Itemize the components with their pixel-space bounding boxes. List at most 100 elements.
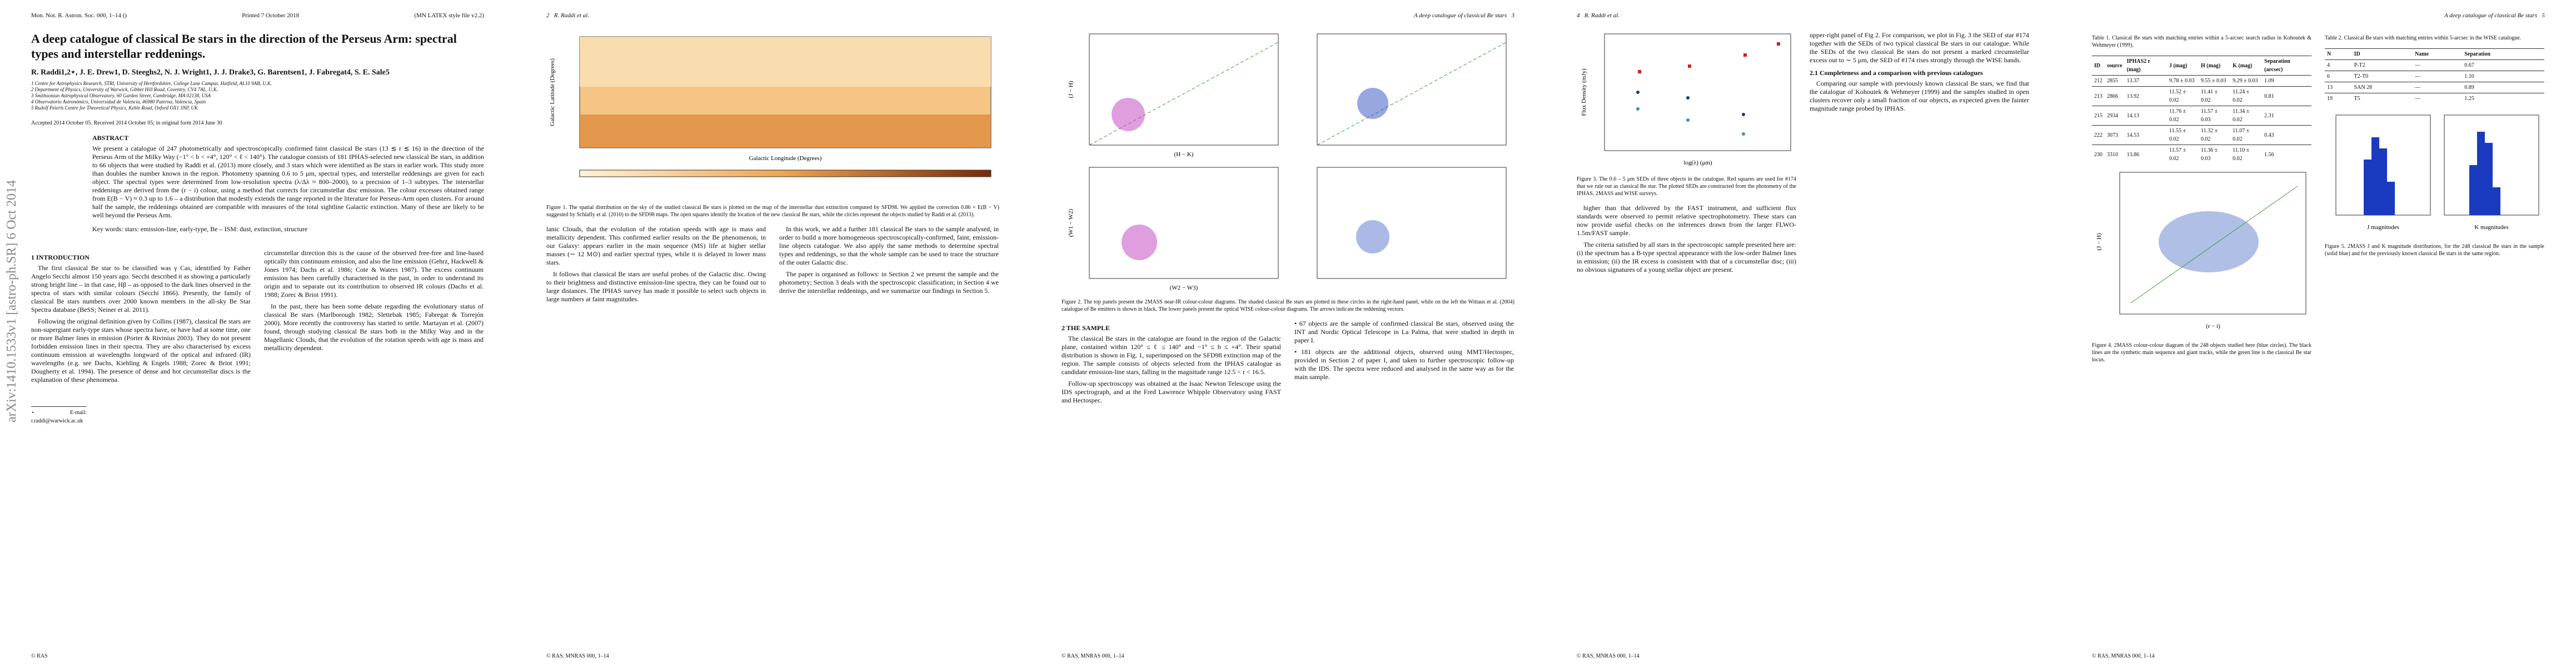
table-cell: 1.25 xyxy=(2462,93,2544,104)
table-row: 213 2866 13.92 11.52 ± 0.02 11.41 ± 0.02 11.2… xyxy=(2092,86,2311,106)
paragraph: • 67 objects are the sample of confirmed… xyxy=(1294,320,1514,344)
table-cell: 1.09 xyxy=(2262,75,2311,87)
style: (MN LATEX style file v2.2) xyxy=(414,12,484,19)
header: 2 R. Raddi et al. xyxy=(546,12,999,19)
page-number: 4 xyxy=(1577,12,1580,19)
table-cell: 13.37 xyxy=(2124,75,2167,87)
paragraph: Comparing our sample with previously kno… xyxy=(1810,79,2029,112)
table-cell: 14.13 xyxy=(2124,106,2167,126)
header-row: ID source IPHAS2 r (mag) J (mag) H (mag) K (m… xyxy=(2092,56,2311,76)
paragraph: The classical Be stars in the catalogue … xyxy=(1062,335,1281,376)
page: A deep catalogue of classical Be stars 5… xyxy=(2061,0,2576,667)
table-cell: 11.41 ± 0.02 xyxy=(2199,86,2231,106)
table-cell: 19 xyxy=(2325,93,2352,104)
table-cell: P-T2 xyxy=(2351,59,2413,71)
x-axis-label: log(λ) (μm) xyxy=(1683,160,1712,166)
table-cell: 11.55 ± 0.02 xyxy=(2166,125,2199,145)
column: upper-right panel of Fig 2. For comparis… xyxy=(1810,31,2029,277)
footnote: ⋆ E-mail: r.raddi@warwick.ac.uk xyxy=(31,406,87,425)
table-cell: 1.56 xyxy=(2262,145,2311,164)
journal: Mon. Not. R. Astron. Soc. 000, 1–14 () xyxy=(31,12,127,19)
header: 4 R. Raddi et al. xyxy=(1577,12,2030,19)
table-cell: 0.43 xyxy=(2262,125,2311,145)
table-cell: 213 xyxy=(2092,86,2105,106)
column-header: Name xyxy=(2413,48,2463,60)
page-number: 2 xyxy=(546,12,550,19)
table-cell: 11.57 ± 0.03 xyxy=(2199,106,2231,126)
printed: Printed 7 October 2018 xyxy=(242,12,300,19)
columns: lanic Clouds, that the evolution of the … xyxy=(546,225,999,307)
page: 2 R. Raddi et al. Galactic Latitude (Deg… xyxy=(515,0,1030,667)
table-cell: 3073 xyxy=(2105,125,2125,145)
figure-sed: Flux Density (mJy) log(λ) (μm) xyxy=(1581,33,1791,166)
histogram xyxy=(2335,115,2431,216)
affiliation: 5 Rudolf Peierls Centre for Theoretical … xyxy=(31,105,198,111)
table-cell: 1.10 xyxy=(2462,71,2544,82)
column-header: K (mag) xyxy=(2230,56,2263,76)
table-cell: 222 xyxy=(2092,125,2105,145)
x-axis-label: (r − i) xyxy=(2206,323,2220,330)
table-row: 212 2855 13.37 9.78 ± 0.03 9.55 ± 0.03 9.29 ±… xyxy=(2092,75,2311,87)
table-cell: 11.76 ± 0.02 xyxy=(2166,106,2199,126)
column-header: source xyxy=(2105,56,2125,76)
table-cell: 11.57 ± 0.02 xyxy=(2166,145,2199,164)
column: lanic Clouds, that the evolution of the … xyxy=(546,225,766,307)
table-row: 222 3073 14.53 11.55 ± 0.02 11.32 ± 0.02 11.0… xyxy=(2092,125,2311,145)
table-cell: 11.10 ± 0.02 xyxy=(2230,145,2263,164)
figure-colour-colour: (J − H) (r − i) xyxy=(2096,172,2306,330)
column: Table 2. Classical Be stars with matchin… xyxy=(2325,31,2544,370)
table-cell: 2866 xyxy=(2105,86,2125,106)
table-cell: — xyxy=(2413,59,2463,71)
header-right: A deep catalogue of classical Be stars 3 xyxy=(1414,12,1514,19)
figure-histograms: J magnitudes K magnitudes xyxy=(2335,115,2539,231)
paragraph: It follows that classical Be stars are u… xyxy=(546,270,766,303)
panel xyxy=(1317,33,1507,146)
header: A deep catalogue of classical Be stars 5 xyxy=(2092,12,2545,19)
columns: Flux Density (mJy) log(λ) (μm) Figure 3.… xyxy=(1577,31,2030,277)
table-cell: — xyxy=(2413,82,2463,93)
affiliation: 4 Observatorio Astronómico, Universidad … xyxy=(31,99,206,104)
header-left: 4 R. Raddi et al. xyxy=(1577,12,1620,19)
table-cell: 11.07 ± 0.02 xyxy=(2230,125,2263,145)
column: Table 1. Classical Be stars with matchin… xyxy=(2092,31,2311,370)
paragraph: The paper is organised as follows: in Se… xyxy=(779,270,999,295)
y-axis-label: (J − H) xyxy=(2096,233,2102,251)
page: arXiv:1410.1533v1 [astro-ph.SR] 6 Oct 20… xyxy=(0,0,515,667)
caption: Figure 1. The spatial distribution on th… xyxy=(546,205,999,218)
column-header: J (mag) xyxy=(2166,56,2199,76)
page: A deep catalogue of classical Be stars 3… xyxy=(1030,0,1546,667)
column: Flux Density (mJy) log(λ) (μm) Figure 3.… xyxy=(1577,31,1796,277)
table-row: 215 2934 14.13 11.76 ± 0.02 11.57 ± 0.03 11.3… xyxy=(2092,106,2311,126)
running-head: A deep catalogue of classical Be stars xyxy=(1414,12,1507,19)
map-shade xyxy=(580,37,991,87)
table-cell: — xyxy=(2413,71,2463,82)
columns: 2 THE SAMPLE The classical Be stars in t… xyxy=(1062,320,1514,408)
header: A deep catalogue of classical Be stars 3 xyxy=(1062,12,1514,19)
table-cell: 11.52 ± 0.02 xyxy=(2166,86,2199,106)
column-header: N xyxy=(2325,48,2352,60)
running-head: A deep catalogue of classical Be stars xyxy=(2444,12,2538,19)
x-axis-label: J magnitudes xyxy=(2367,224,2399,231)
table-caption: Table 2. Classical Be stars with matchin… xyxy=(2325,35,2522,41)
table-cell: 9.55 ± 0.03 xyxy=(2199,75,2231,87)
panel xyxy=(1089,33,1279,146)
table-cell: T5 xyxy=(2351,93,2413,104)
paragraph: Follow-up spectroscopy was obtained at t… xyxy=(1062,380,1281,404)
header-left: 2 R. Raddi et al. xyxy=(546,12,589,19)
table-cell: 2934 xyxy=(2105,106,2125,126)
table-cell: 0.89 xyxy=(2462,82,2544,93)
column-header: ID xyxy=(2351,48,2413,60)
page: 4 R. Raddi et al. Flux Density (mJy) log… xyxy=(1546,0,2061,667)
footer: © RAS, MNRAS 000, 1–14 xyxy=(546,653,609,659)
colorbar xyxy=(579,170,991,177)
table-cell: 13.86 xyxy=(2124,145,2167,164)
figure-map: Galactic Latitude (Degrees) Galactic Lon… xyxy=(549,36,991,177)
header-right: A deep catalogue of classical Be stars 5 xyxy=(2444,12,2545,19)
table-cell: 0.81 xyxy=(2262,86,2311,106)
table-row: 6 T2-T0—1.10 xyxy=(2325,71,2544,82)
running-head: R. Raddi et al. xyxy=(554,12,589,19)
columns: 1 INTRODUCTION The first classical Be st… xyxy=(31,249,484,425)
panel xyxy=(1317,167,1507,279)
footer: © RAS, MNRAS 000, 1–14 xyxy=(1062,653,1124,659)
affiliation: 2 Department of Physics, University of W… xyxy=(31,87,218,92)
